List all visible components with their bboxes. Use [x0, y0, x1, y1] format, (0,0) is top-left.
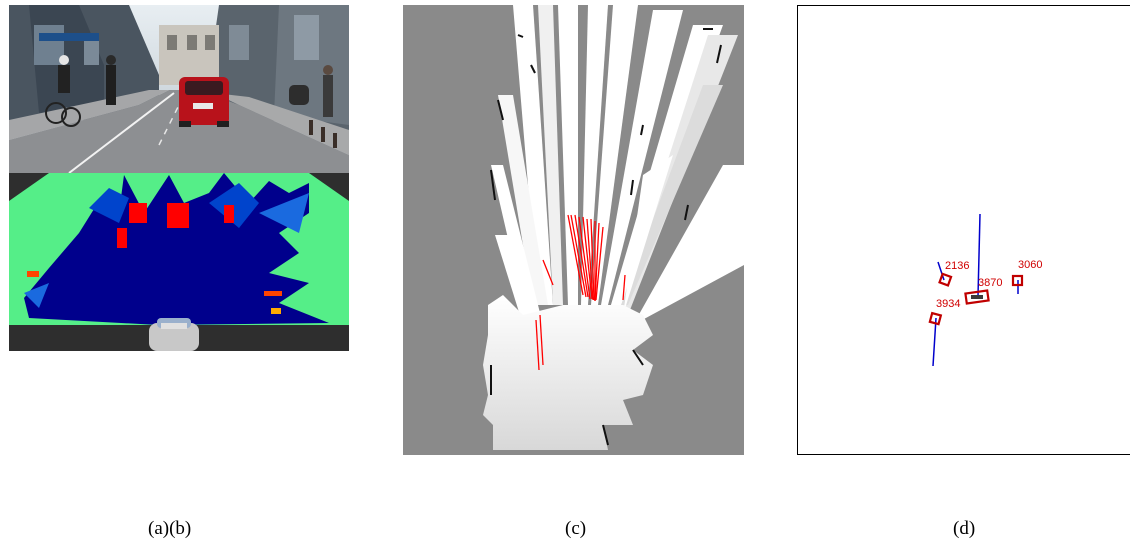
- track-label: 3934: [936, 298, 960, 310]
- track-box-3870: [964, 289, 990, 305]
- caption-ab: (a)(b): [148, 518, 192, 539]
- caption-c: (c): [565, 518, 587, 539]
- occupancy-grid-illustration: [403, 5, 744, 455]
- camera-image: [9, 5, 349, 173]
- velocity-line: [977, 213, 981, 297]
- polar-grid-illustration: [9, 173, 349, 351]
- tracked-objects-view: 2136 3060 3870 3934: [797, 5, 1130, 455]
- track-label: 3870: [978, 277, 1002, 289]
- velocity-line: [937, 261, 945, 281]
- track-label: 3060: [1018, 259, 1042, 271]
- track-box-2136: [938, 272, 953, 287]
- occupancy-grid-image: [403, 5, 744, 455]
- polar-occupancy-image: [9, 173, 349, 351]
- velocity-line: [932, 317, 937, 367]
- track-box-3060: [1011, 274, 1024, 287]
- caption-d: (d): [953, 518, 976, 539]
- street-scene-illustration: [9, 5, 349, 173]
- tracked-objects-illustration: 2136 3060 3870 3934: [928, 213, 1042, 367]
- track-label: 2136: [945, 260, 969, 272]
- track-box-3934: [928, 311, 943, 326]
